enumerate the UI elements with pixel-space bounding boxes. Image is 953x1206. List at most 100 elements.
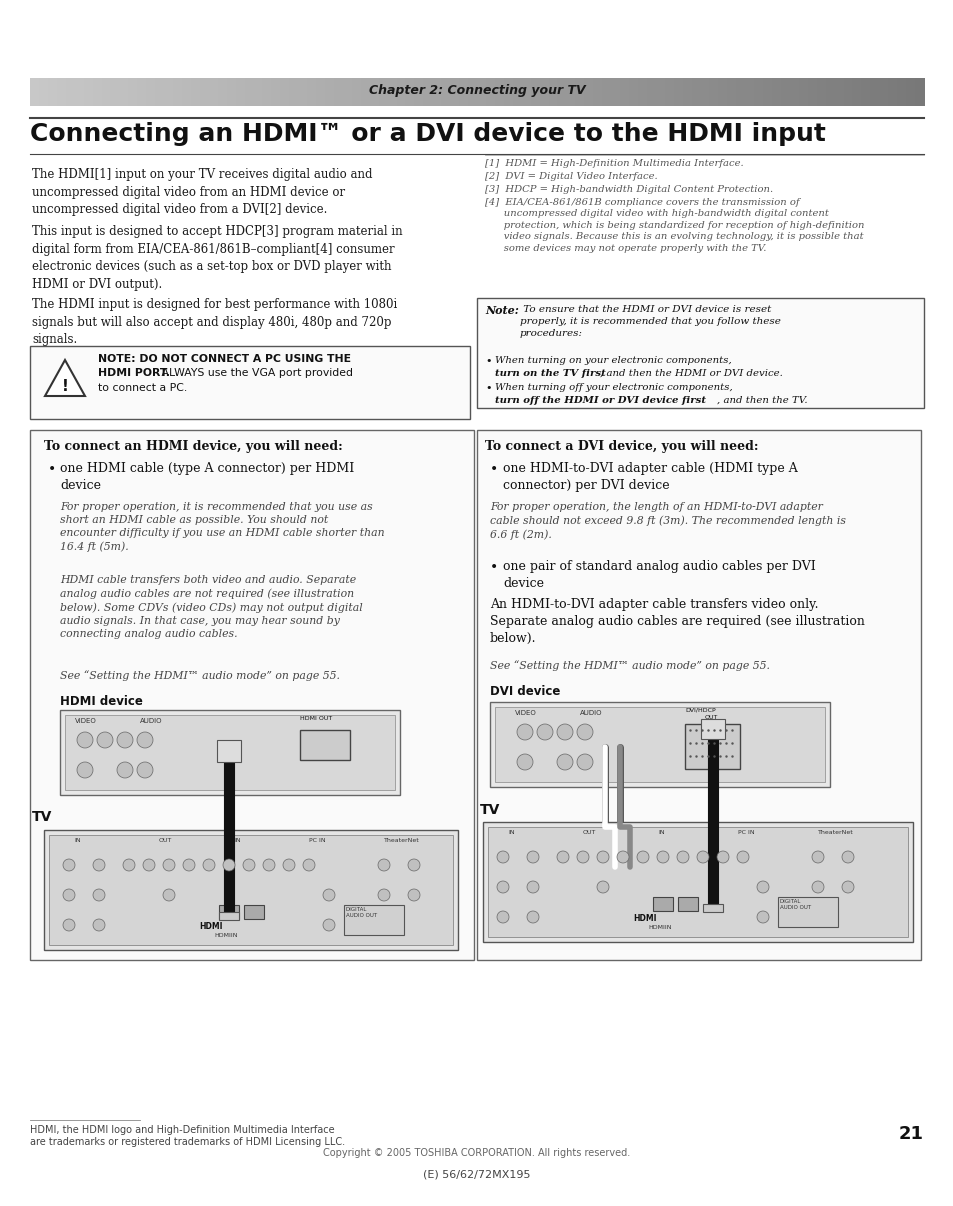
Bar — [253, 78, 263, 106]
Bar — [771, 78, 781, 106]
Circle shape — [557, 754, 573, 769]
Bar — [652, 897, 672, 911]
Text: To connect an HDMI device, you will need:: To connect an HDMI device, you will need… — [44, 440, 342, 453]
Bar — [488, 827, 907, 937]
Text: The HDMI input is designed for best performance with 1080i
signals but will also: The HDMI input is designed for best perf… — [32, 298, 396, 346]
Bar — [548, 78, 558, 106]
Bar — [736, 78, 745, 106]
Bar — [646, 78, 656, 106]
Bar — [342, 78, 353, 106]
Text: Chapter 2: Connecting your TV: Chapter 2: Connecting your TV — [368, 84, 585, 96]
Bar — [852, 78, 862, 106]
Bar — [655, 78, 665, 106]
Bar — [66, 78, 75, 106]
Bar — [905, 78, 915, 106]
Text: [2]  DVI = Digital Video Interface.: [2] DVI = Digital Video Interface. — [484, 172, 657, 181]
Circle shape — [323, 889, 335, 901]
Text: DVI/HDCP: DVI/HDCP — [684, 708, 715, 713]
Text: , and then the HDMI or DVI device.: , and then the HDMI or DVI device. — [599, 369, 782, 377]
Circle shape — [377, 889, 390, 901]
Circle shape — [143, 859, 154, 871]
Text: •: • — [484, 384, 491, 393]
Text: to connect a PC.: to connect a PC. — [98, 384, 187, 393]
Bar — [172, 78, 183, 106]
Circle shape — [757, 882, 768, 892]
Circle shape — [63, 889, 75, 901]
Bar — [137, 78, 147, 106]
Bar — [754, 78, 763, 106]
Circle shape — [757, 911, 768, 923]
Text: When turning on your electronic components,: When turning on your electronic componen… — [495, 356, 734, 365]
Text: ALWAYS use the VGA port provided: ALWAYS use the VGA port provided — [158, 368, 353, 377]
Bar — [490, 702, 829, 788]
Text: Connecting an HDMI™ or a DVI device to the HDMI input: Connecting an HDMI™ or a DVI device to t… — [30, 122, 825, 146]
Bar — [482, 822, 912, 942]
Bar — [405, 78, 415, 106]
Bar — [344, 904, 403, 935]
Bar — [352, 78, 361, 106]
Bar — [164, 78, 173, 106]
Bar — [842, 78, 853, 106]
Bar — [44, 830, 457, 950]
Bar — [789, 78, 799, 106]
Bar — [824, 78, 835, 106]
Circle shape — [123, 859, 135, 871]
Circle shape — [617, 851, 628, 863]
Bar — [299, 730, 350, 760]
Circle shape — [92, 889, 105, 901]
Circle shape — [557, 724, 573, 740]
Text: HDMI PORT.: HDMI PORT. — [98, 368, 170, 377]
Circle shape — [203, 859, 214, 871]
Text: HDMI, the HDMI logo and High-Definition Multimedia Interface: HDMI, the HDMI logo and High-Definition … — [30, 1125, 335, 1135]
Text: IN: IN — [507, 830, 514, 835]
Bar — [289, 78, 299, 106]
Bar — [798, 78, 808, 106]
Bar — [807, 78, 817, 106]
Text: The HDMI[1] input on your TV receives digital audio and
uncompressed digital vid: The HDMI[1] input on your TV receives di… — [32, 168, 372, 216]
Bar — [378, 78, 388, 106]
Bar — [227, 78, 236, 106]
Bar — [39, 78, 49, 106]
Bar — [781, 78, 790, 106]
Text: AUDIO: AUDIO — [579, 710, 602, 716]
Bar — [325, 78, 335, 106]
Bar — [119, 78, 130, 106]
Text: IN: IN — [658, 830, 664, 835]
Circle shape — [408, 889, 419, 901]
Text: HDMI: HDMI — [199, 923, 222, 931]
Bar — [834, 78, 843, 106]
Bar — [557, 78, 567, 106]
Text: •: • — [490, 560, 497, 574]
Bar — [628, 78, 639, 106]
Circle shape — [657, 851, 668, 863]
Bar — [726, 78, 737, 106]
Bar — [49, 835, 453, 946]
Circle shape — [717, 851, 728, 863]
Text: See “Setting the HDMI™ audio mode” on page 55.: See “Setting the HDMI™ audio mode” on pa… — [60, 671, 339, 680]
Bar — [700, 719, 724, 739]
Bar — [762, 78, 772, 106]
Bar — [468, 78, 477, 106]
Text: turn on the TV first: turn on the TV first — [495, 369, 605, 377]
Text: DVI device: DVI device — [490, 685, 559, 698]
Text: •: • — [484, 356, 491, 365]
Text: For proper operation, the length of an HDMI-to-DVI adapter
cable should not exce: For proper operation, the length of an H… — [490, 502, 845, 540]
Bar — [566, 78, 576, 106]
Bar — [191, 78, 201, 106]
Bar — [619, 78, 629, 106]
Circle shape — [117, 762, 132, 778]
Circle shape — [117, 732, 132, 748]
Bar — [684, 724, 740, 769]
Circle shape — [526, 851, 538, 863]
Bar — [495, 78, 504, 106]
Bar — [111, 78, 120, 106]
Circle shape — [77, 762, 92, 778]
Circle shape — [677, 851, 688, 863]
Bar — [887, 78, 897, 106]
Bar — [879, 78, 888, 106]
Circle shape — [597, 851, 608, 863]
Bar — [700, 78, 710, 106]
Circle shape — [63, 859, 75, 871]
Circle shape — [303, 859, 314, 871]
Text: To connect a DVI device, you will need:: To connect a DVI device, you will need: — [484, 440, 758, 453]
